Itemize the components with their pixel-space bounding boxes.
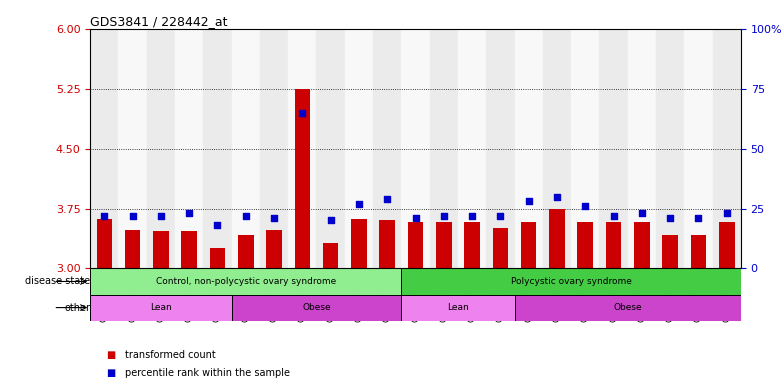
Bar [125, 230, 140, 268]
Point [98, 213, 111, 219]
Bar [628, 29, 656, 268]
Bar [90, 29, 118, 268]
Text: percentile rank within the sample: percentile rank within the sample [125, 368, 290, 378]
Bar [373, 29, 401, 268]
Bar [153, 231, 169, 268]
Text: Obese: Obese [613, 303, 642, 312]
Text: Lean: Lean [447, 303, 469, 312]
Bar [521, 222, 536, 268]
Bar [90, 268, 401, 295]
Bar [345, 29, 373, 268]
Text: Lean: Lean [150, 303, 172, 312]
Bar [118, 29, 147, 268]
Bar [543, 29, 571, 268]
Point [239, 213, 252, 219]
Bar [634, 222, 650, 268]
Point [268, 215, 281, 221]
Bar [181, 231, 197, 268]
Bar [514, 29, 543, 268]
Point [579, 203, 592, 209]
Bar [238, 235, 253, 268]
Bar [96, 219, 112, 268]
Bar [550, 209, 564, 268]
Bar [401, 295, 514, 321]
Bar [656, 29, 684, 268]
Point [154, 213, 167, 219]
Bar [514, 295, 741, 321]
Bar [571, 29, 600, 268]
Point [296, 109, 309, 116]
Bar [90, 295, 231, 321]
Text: Control, non-polycystic ovary syndrome: Control, non-polycystic ovary syndrome [156, 277, 336, 286]
Text: disease state: disease state [25, 276, 90, 286]
Bar [458, 29, 486, 268]
Point [183, 210, 195, 216]
Bar [486, 29, 514, 268]
Bar [606, 222, 622, 268]
Text: transformed count: transformed count [125, 350, 216, 360]
Point [550, 194, 563, 200]
Bar [175, 29, 203, 268]
Point [353, 201, 365, 207]
Bar [323, 243, 339, 268]
Point [664, 215, 677, 221]
Point [409, 215, 422, 221]
Bar [295, 89, 310, 268]
Point [126, 213, 139, 219]
Bar [260, 29, 289, 268]
Bar [464, 222, 480, 268]
Bar [317, 29, 345, 268]
Bar [267, 230, 281, 268]
Point [211, 222, 223, 228]
Bar [691, 235, 706, 268]
Bar [231, 29, 260, 268]
Text: GDS3841 / 228442_at: GDS3841 / 228442_at [90, 15, 227, 28]
Point [608, 213, 620, 219]
Bar [231, 295, 401, 321]
Bar [408, 222, 423, 268]
Bar [684, 29, 713, 268]
Bar [401, 29, 430, 268]
Bar [379, 220, 395, 268]
Text: ■: ■ [106, 368, 115, 378]
Bar [436, 222, 452, 268]
Point [636, 210, 648, 216]
Text: ■: ■ [106, 350, 115, 360]
Bar [289, 29, 317, 268]
Point [466, 213, 478, 219]
Bar [209, 248, 225, 268]
Point [494, 213, 506, 219]
Bar [147, 29, 175, 268]
Bar [719, 222, 735, 268]
Bar [600, 29, 628, 268]
Bar [203, 29, 231, 268]
Text: Polycystic ovary syndrome: Polycystic ovary syndrome [510, 277, 632, 286]
Point [437, 213, 450, 219]
Bar [662, 235, 678, 268]
Point [325, 217, 337, 223]
Bar [578, 222, 593, 268]
Point [522, 198, 535, 204]
Text: Obese: Obese [302, 303, 331, 312]
Point [692, 215, 705, 221]
Bar [713, 29, 741, 268]
Text: other: other [64, 303, 90, 313]
Bar [401, 268, 741, 295]
Bar [351, 219, 367, 268]
Point [720, 210, 733, 216]
Bar [492, 228, 508, 268]
Bar [430, 29, 458, 268]
Point [381, 196, 394, 202]
